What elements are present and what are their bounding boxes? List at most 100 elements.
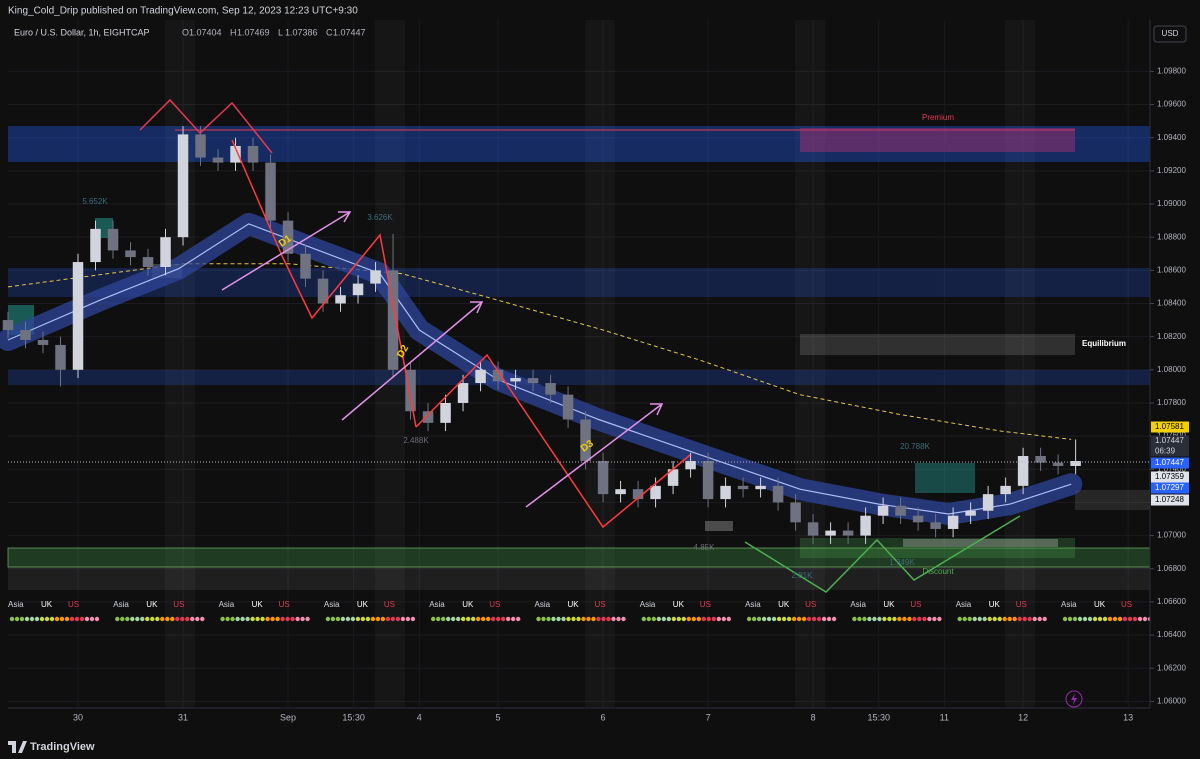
candle-body [195,134,206,158]
candle-body [772,485,784,503]
ohlc-key: L [278,27,283,37]
session-dot [89,616,95,622]
session-dot [1077,616,1083,622]
discount-label: Discount [922,567,954,576]
session-label: US [173,600,184,609]
session-dot [84,616,90,622]
session-dot [716,616,721,622]
session-label: US [279,600,290,609]
session-dot [551,616,556,622]
session-dot [661,616,666,622]
candle-body [825,530,836,536]
candle-body [895,505,906,516]
session-dot [756,616,762,622]
session-dot [155,616,160,622]
session-dot [461,616,466,622]
session-dot [611,616,616,622]
session-dot [175,616,180,622]
session-dot [711,616,716,622]
session-dot [826,616,832,622]
session-dot [791,616,797,622]
session-dot [887,616,892,622]
session-dot [691,616,696,622]
session-label: Asia [324,600,340,609]
y-tick-label: 1.06600 [1157,597,1186,606]
session-dot [59,616,65,622]
session-label: US [595,600,606,609]
candle-body [580,419,591,461]
session-dot [170,616,175,622]
session-dot [350,616,356,622]
session-dot [330,616,336,622]
session-label: US [700,600,711,609]
price-axis [1150,20,1200,730]
session-dot [546,616,551,622]
session-dot [94,616,100,622]
session-dot [571,616,576,622]
candle-body [72,262,84,370]
session-label: Asia [535,600,551,609]
price-label-bg [1151,435,1189,447]
candle-body [247,145,259,163]
y-axis: 1.06000 1.06200 1.06400 1.06600 1.06800 1.070… [1150,67,1186,705]
session-dot [766,616,772,622]
session-dot [932,616,937,622]
session-dot [656,616,661,622]
session-dot [556,616,561,622]
session-dot [726,616,731,622]
candle-body [737,485,749,490]
session-label: US [805,600,816,609]
candle-body [90,228,101,263]
price-label-bg [1151,471,1189,483]
session-label: US [68,600,79,609]
tv-logo [8,741,27,753]
session-dot [867,616,872,622]
candle-body [562,394,574,420]
box [903,539,1058,547]
candle-body [387,270,399,370]
session-dot [912,616,917,622]
session-label: UK [989,600,1001,609]
price-label: 1.07447 [1155,458,1184,467]
session-dot [476,616,481,622]
session-label: UK [568,600,580,609]
candle-body [457,383,469,403]
session-dot [335,616,341,622]
indicator-line [7,263,1072,440]
session-dot [1032,616,1037,622]
box [1075,490,1150,510]
session-dot [786,616,792,622]
session-dot [1062,616,1068,622]
session-dot [195,616,200,622]
session-dot [230,616,235,622]
session-dot [410,616,416,622]
candle-body [912,515,924,523]
candle-body [300,253,311,279]
session-dot [9,616,15,622]
session-label: UK [252,600,264,609]
sessions: Asia UK US Asia UK US Asia UK US Asia UK US Asia UK US… [8,600,1153,622]
arrow [341,301,483,421]
session-dot [49,616,55,622]
session-dot [39,616,45,622]
countdown-bg [1151,446,1189,457]
session-dot [1007,616,1012,622]
x-tick-label: Sep [280,712,296,722]
session-dot [917,616,922,622]
session-dot [275,616,280,622]
alert-icon[interactable] [1065,690,1083,708]
drawings [139,98,1021,593]
ohlc-value: 1.07386 [285,27,318,37]
premium-label: Premium [922,113,954,122]
session-dot [441,616,446,622]
candle-body [475,369,486,384]
volume-label: 20.788K [900,442,930,451]
annotations: Premium Equilibrium Discount D1 D2 D3 5.… [82,113,1126,580]
session-dot [796,616,802,622]
price-label: 1.07297 [1155,483,1184,492]
session-dot [641,616,646,622]
session-dot [305,616,310,622]
session-dot [160,616,165,622]
currency-button[interactable] [1153,25,1187,43]
